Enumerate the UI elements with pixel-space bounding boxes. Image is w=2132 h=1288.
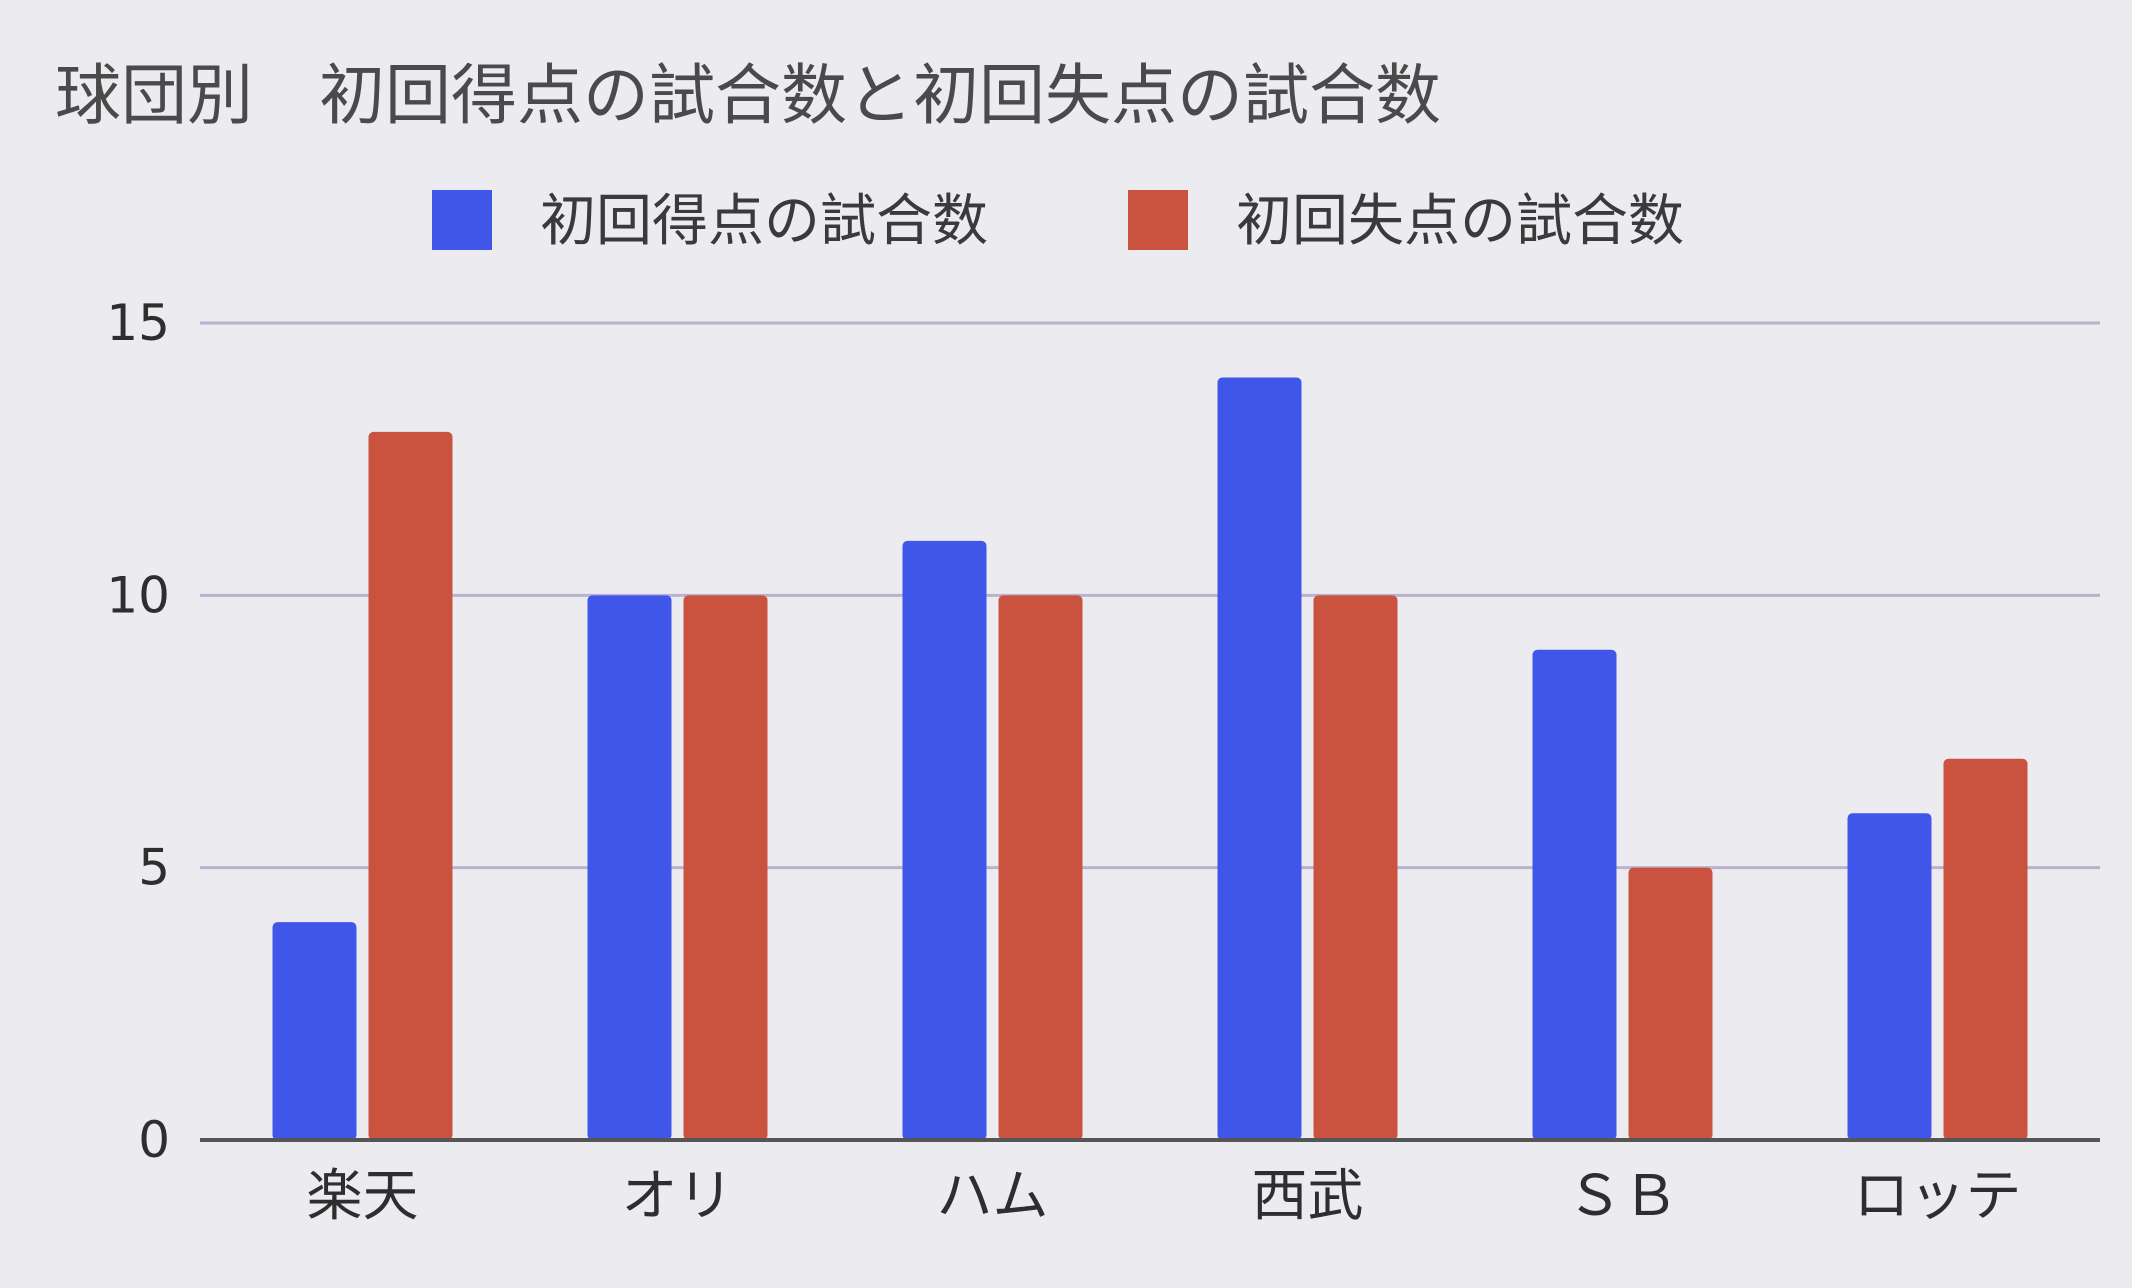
bar-conceded-2 (998, 595, 1083, 1140)
x-tick-label: ハム (937, 1164, 1049, 1229)
bar-scored-3 (1217, 377, 1302, 1140)
y-tick-label: 5 (138, 839, 170, 897)
bar-scored-2 (902, 540, 987, 1140)
legend-swatch (432, 190, 492, 250)
bar-conceded-4 (1628, 867, 1713, 1140)
legend-label: 初回得点の試合数 (540, 189, 988, 254)
y-tick-label: 0 (138, 1111, 170, 1169)
x-tick-label: 楽天 (307, 1164, 419, 1229)
x-tick-label: オリ (622, 1164, 734, 1229)
bar-conceded-1 (683, 595, 768, 1140)
bar-scored-0 (272, 922, 357, 1140)
chart-title: 球団別 初回得点の試合数と初回失点の試合数 (55, 57, 1441, 134)
legend-swatch (1128, 190, 1188, 250)
y-axis-ticks: 0 5 10 15 (106, 294, 170, 1169)
bar-scored-4 (1532, 649, 1617, 1140)
legend-label: 初回失点の試合数 (1236, 189, 1684, 254)
bar-conceded-5 (1943, 758, 2028, 1140)
x-tick-label: ＳＢ (1567, 1164, 1679, 1229)
y-tick-label: 15 (106, 294, 170, 352)
x-tick-label: 西武 (1252, 1164, 1364, 1229)
legend: 初回得点の試合数 初回失点の試合数 (432, 189, 1684, 254)
bar-scored-1 (587, 595, 672, 1140)
bars (272, 377, 2028, 1140)
y-tick-label: 10 (106, 566, 170, 624)
gridlines (200, 321, 2100, 870)
bar-conceded-3 (1313, 595, 1398, 1140)
bar-scored-5 (1847, 813, 1932, 1140)
x-axis-labels: 楽天 オリ ハム 西武 ＳＢ ロッテ (307, 1164, 2022, 1229)
x-tick-label: ロッテ (1854, 1164, 2022, 1229)
bar-conceded-0 (368, 431, 453, 1140)
